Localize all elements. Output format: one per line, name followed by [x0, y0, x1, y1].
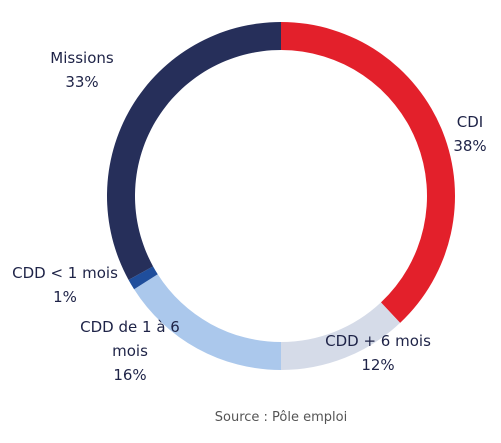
category-label: CDD < 1 mois: [12, 264, 118, 282]
category-label: CDI: [456, 113, 484, 131]
donut-slice: [134, 274, 281, 370]
value-label: 12%: [361, 356, 395, 374]
donut-slice: [281, 302, 401, 370]
slice-label: CDD < 1 mois 1%: [12, 261, 118, 309]
slice-label: CDI 38%: [453, 110, 486, 158]
value-label: 38%: [453, 137, 487, 155]
value-label: 1%: [53, 288, 77, 306]
value-label: 16%: [113, 366, 147, 384]
value-label: 33%: [65, 73, 99, 91]
slice-label: CDD de 1 à 6 mois 16%: [70, 315, 190, 387]
source: Source : Pôle emploi: [214, 410, 348, 425]
category-label: CDD + 6 mois: [325, 332, 431, 350]
slice-label: Missions 33%: [50, 46, 113, 94]
donut-slice: [107, 22, 281, 280]
category-label: Missions: [50, 49, 114, 67]
category-label: CDD de 1 à 6 mois: [80, 318, 180, 360]
donut-slice: [128, 266, 158, 290]
slice-label: CDD + 6 mois 12%: [325, 329, 431, 377]
donut-slice: [281, 22, 455, 323]
